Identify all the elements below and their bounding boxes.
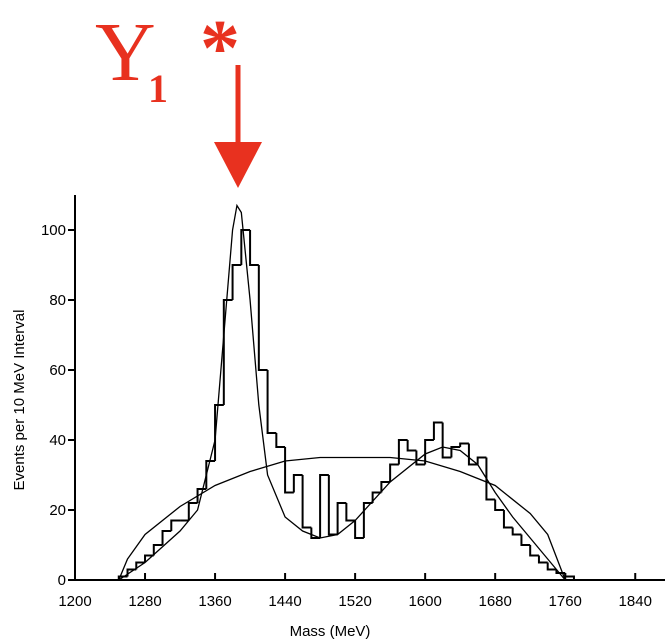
histogram-bin	[529, 545, 539, 557]
histogram-bin	[266, 370, 277, 434]
histogram-bin	[152, 544, 163, 556]
x-tick-label: 1440	[268, 593, 301, 610]
histogram-bin	[432, 421, 443, 440]
histogram-bin	[144, 554, 154, 563]
histogram-bin	[459, 442, 469, 447]
x-tick-label: 1360	[198, 593, 231, 610]
histogram-bin	[371, 491, 382, 503]
histogram-bin	[537, 555, 548, 564]
histogram-bin	[292, 474, 303, 493]
fit-curve	[118, 456, 566, 581]
histogram-bin	[275, 433, 286, 448]
x-tick-label: 1840	[619, 593, 652, 610]
histogram-bin	[310, 527, 321, 539]
histogram-bin	[205, 460, 216, 489]
annotation-star: *	[200, 5, 240, 93]
histogram-bin	[336, 502, 347, 535]
histogram-bin	[249, 230, 259, 266]
histogram-bin	[222, 299, 233, 405]
histogram-bin	[485, 457, 496, 501]
histogram-bin	[450, 446, 461, 458]
histogram-bin	[424, 439, 434, 465]
histogram-bin	[380, 481, 391, 493]
histogram-bin	[187, 502, 198, 521]
histogram-bin	[301, 475, 312, 529]
histogram-bin	[476, 456, 487, 465]
arrow-head	[214, 142, 262, 188]
y-tick-label: 0	[58, 572, 66, 589]
histogram-bin	[161, 530, 172, 545]
histogram-bin	[319, 474, 329, 538]
histogram-bin	[240, 229, 251, 265]
x-tick-label: 1200	[58, 593, 91, 610]
y-tick-label: 60	[49, 362, 66, 379]
histogram-bin	[214, 404, 224, 461]
histogram-bin	[354, 520, 364, 539]
histogram-bin	[362, 502, 373, 538]
histogram-bin	[345, 503, 356, 522]
fit-curve	[118, 203, 566, 581]
histogram-bin	[415, 450, 426, 466]
histogram-bin	[257, 265, 268, 371]
histogram-bin	[389, 463, 399, 482]
y-tick-label: 100	[41, 222, 66, 239]
x-tick-label: 1680	[478, 593, 511, 610]
histogram-bin	[502, 510, 513, 529]
x-tick-label: 1280	[128, 593, 161, 610]
histogram-bin	[135, 561, 146, 570]
x-axis-title: Mass (MeV)	[290, 623, 371, 640]
y-tick-label: 80	[49, 292, 66, 309]
histogram-bin	[494, 499, 504, 511]
x-tick-label: 1600	[408, 593, 441, 610]
histogram-bin	[546, 562, 557, 571]
annotation-subscript: 1	[148, 66, 168, 111]
y-tick-label: 40	[49, 432, 66, 449]
histogram-bin	[170, 519, 181, 531]
annotation-letter: Y	[95, 6, 156, 99]
x-tick-label: 1520	[338, 593, 371, 610]
histogram-bin	[441, 422, 452, 459]
histogram-bin	[520, 534, 531, 546]
y-tick-label: 20	[49, 502, 66, 519]
histogram-bin	[284, 447, 294, 494]
histogram-bin	[327, 475, 338, 536]
histogram-bin	[511, 527, 522, 536]
histogram-bin	[397, 439, 408, 465]
histogram-bin	[231, 264, 242, 300]
histogram-bin	[406, 440, 417, 452]
x-tick-label: 1760	[549, 593, 582, 610]
histogram-bin	[467, 443, 478, 466]
y-axis-title: Events per 10 MeV Interval	[11, 310, 28, 491]
histogram-bin	[564, 573, 575, 580]
